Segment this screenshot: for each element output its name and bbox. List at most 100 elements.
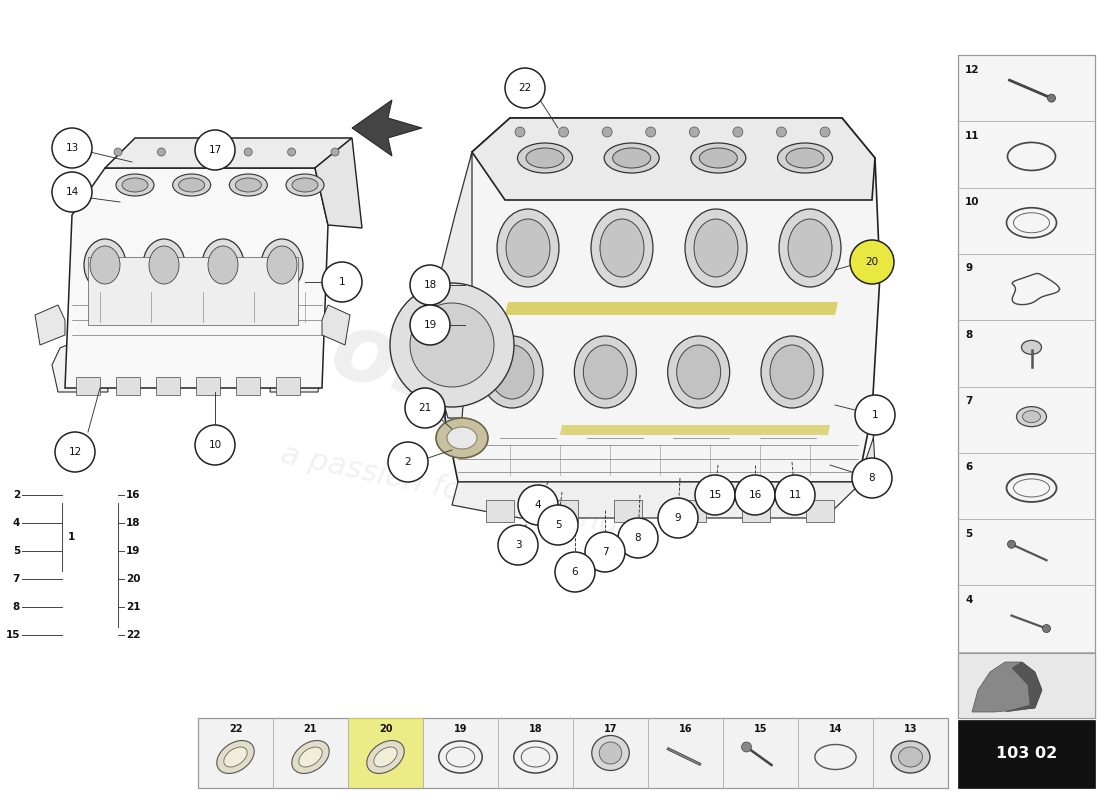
Ellipse shape <box>526 148 564 168</box>
Text: 10: 10 <box>208 440 221 450</box>
Bar <box>614 500 642 522</box>
Ellipse shape <box>770 345 814 399</box>
Bar <box>958 55 1094 718</box>
Circle shape <box>498 525 538 565</box>
Circle shape <box>602 127 612 137</box>
Ellipse shape <box>447 747 475 767</box>
Circle shape <box>157 148 165 156</box>
Text: 5: 5 <box>13 546 20 556</box>
Bar <box>958 720 1094 788</box>
Circle shape <box>322 262 362 302</box>
Text: 13: 13 <box>904 724 917 734</box>
Ellipse shape <box>267 246 297 284</box>
Ellipse shape <box>583 345 627 399</box>
Bar <box>486 500 514 522</box>
Text: 2: 2 <box>405 457 411 467</box>
Text: 8: 8 <box>869 473 876 483</box>
Text: 1: 1 <box>68 532 75 542</box>
Text: 9: 9 <box>674 513 681 523</box>
Circle shape <box>777 127 786 137</box>
Text: 6: 6 <box>965 462 972 472</box>
Circle shape <box>515 127 525 137</box>
Ellipse shape <box>600 219 643 277</box>
Text: 17: 17 <box>604 724 617 734</box>
Ellipse shape <box>574 336 636 408</box>
Ellipse shape <box>217 741 254 774</box>
Ellipse shape <box>891 741 930 773</box>
Text: 22: 22 <box>126 630 141 640</box>
Ellipse shape <box>143 239 185 291</box>
Ellipse shape <box>208 246 238 284</box>
Bar <box>550 500 578 522</box>
Ellipse shape <box>685 209 747 287</box>
Text: 7: 7 <box>12 574 20 584</box>
Text: 21: 21 <box>126 602 141 612</box>
Ellipse shape <box>235 178 262 192</box>
Ellipse shape <box>604 143 659 173</box>
Text: 18: 18 <box>126 518 141 528</box>
Circle shape <box>410 305 450 345</box>
Text: a passion for motoring: a passion for motoring <box>278 440 622 540</box>
Circle shape <box>741 742 751 752</box>
Circle shape <box>52 172 92 212</box>
Text: 9: 9 <box>965 263 972 274</box>
Text: 7: 7 <box>965 396 972 406</box>
Circle shape <box>695 475 735 515</box>
Text: 4: 4 <box>965 595 972 605</box>
Text: 1: 1 <box>871 410 878 420</box>
Polygon shape <box>858 412 880 482</box>
Bar <box>276 377 300 395</box>
Ellipse shape <box>517 143 572 173</box>
Text: 12: 12 <box>965 65 979 74</box>
Bar <box>236 377 260 395</box>
Bar <box>116 377 140 395</box>
Polygon shape <box>505 302 838 315</box>
Text: 14: 14 <box>65 187 78 197</box>
Text: 3: 3 <box>965 662 972 671</box>
Text: 4: 4 <box>12 518 20 528</box>
Ellipse shape <box>591 209 653 287</box>
Text: 5: 5 <box>965 529 972 538</box>
Text: 15: 15 <box>754 724 768 734</box>
Polygon shape <box>315 138 362 228</box>
Polygon shape <box>972 662 1042 712</box>
Ellipse shape <box>592 735 629 770</box>
Text: 8: 8 <box>965 330 972 340</box>
Ellipse shape <box>668 336 729 408</box>
Circle shape <box>776 475 815 515</box>
Ellipse shape <box>521 747 550 767</box>
Text: 12: 12 <box>68 447 81 457</box>
Circle shape <box>331 148 339 156</box>
Text: 11: 11 <box>789 490 802 500</box>
Bar <box>196 377 220 395</box>
Polygon shape <box>352 100 422 156</box>
Bar <box>678 500 706 522</box>
Circle shape <box>852 458 892 498</box>
Ellipse shape <box>497 209 559 287</box>
Text: 6: 6 <box>572 567 579 577</box>
Circle shape <box>585 532 625 572</box>
Circle shape <box>244 148 252 156</box>
Circle shape <box>405 388 446 428</box>
Circle shape <box>1043 625 1050 633</box>
Polygon shape <box>322 305 350 345</box>
Ellipse shape <box>173 174 211 196</box>
Circle shape <box>618 518 658 558</box>
Text: 7: 7 <box>602 547 608 557</box>
Ellipse shape <box>178 178 205 192</box>
Polygon shape <box>104 138 352 168</box>
Text: 21: 21 <box>304 724 317 734</box>
Text: 5: 5 <box>554 520 561 530</box>
Ellipse shape <box>202 239 244 291</box>
Ellipse shape <box>779 209 842 287</box>
Ellipse shape <box>786 148 824 168</box>
Circle shape <box>388 442 428 482</box>
Polygon shape <box>52 335 108 392</box>
Ellipse shape <box>506 219 550 277</box>
Ellipse shape <box>700 148 737 168</box>
Text: 20: 20 <box>126 574 141 584</box>
Text: 19: 19 <box>126 546 141 556</box>
Ellipse shape <box>116 174 154 196</box>
Text: 15: 15 <box>6 630 20 640</box>
Text: 22: 22 <box>518 83 531 93</box>
